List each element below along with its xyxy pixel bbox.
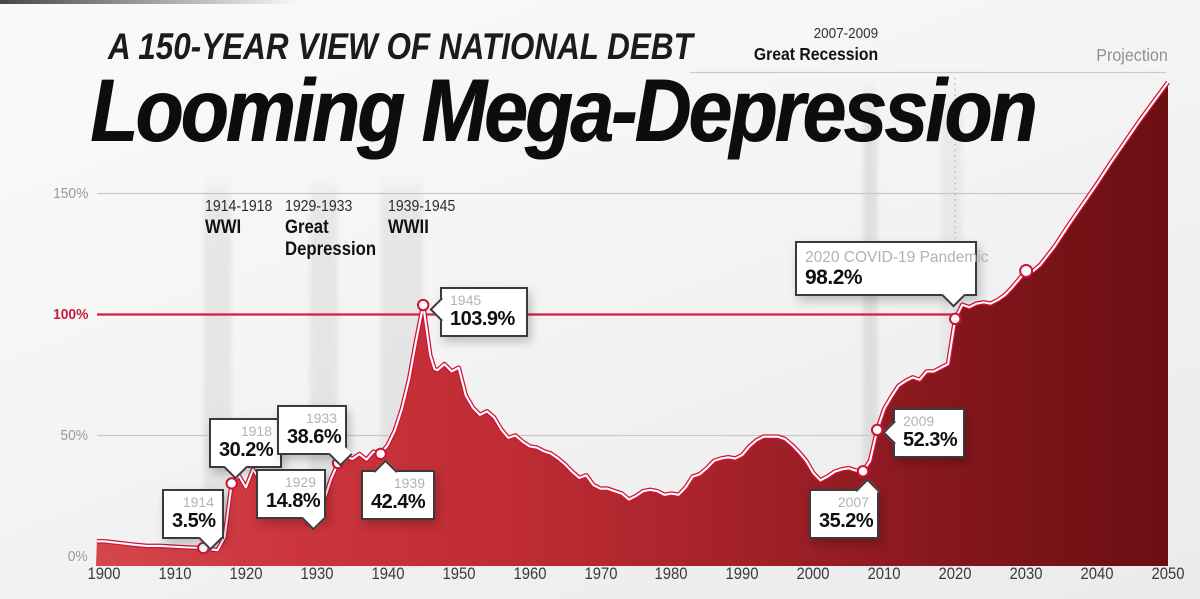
callout-year: 1939 xyxy=(393,475,425,491)
chart-kicker: A 150-YEAR VIEW OF NATIONAL DEBT xyxy=(108,26,693,67)
data-point-2030 xyxy=(1019,263,1034,278)
callout-1929: 1929 14.8% xyxy=(256,469,326,531)
event-name: WWI xyxy=(205,217,242,238)
chart-title: Looming Mega-Depression xyxy=(90,60,1037,160)
callout-year: 1918 xyxy=(240,423,272,439)
callout-value: 30.2% xyxy=(219,439,274,462)
callout-1933: 1933 38.6% xyxy=(277,405,353,467)
x-tick-2000: 2000 xyxy=(796,565,830,583)
callout-value: 3.5% xyxy=(172,510,216,533)
callout-year: 2020 COVID-19 Pandemic xyxy=(805,249,989,266)
event-period: 1939-1945 xyxy=(388,198,456,215)
x-tick-1990: 1990 xyxy=(725,565,759,583)
callout-2007: 2007 35.2% xyxy=(809,477,880,540)
callout-1939: 1939 42.4% xyxy=(361,458,435,521)
event-name: Depression xyxy=(285,239,377,261)
callout-year: 2007 xyxy=(837,494,869,510)
event-period: 1929-1933 xyxy=(285,198,353,215)
callout-year: 2009 xyxy=(903,413,935,429)
callout-value: 52.3% xyxy=(903,429,958,452)
data-point-2020 xyxy=(949,312,962,326)
callout-year: 1914 xyxy=(182,494,214,510)
callout-value: 38.6% xyxy=(287,426,342,449)
callout-year: 1929 xyxy=(284,474,316,490)
x-tick-1960: 1960 xyxy=(513,565,547,583)
x-tick-1970: 1970 xyxy=(584,565,618,583)
x-tick-1910: 1910 xyxy=(158,565,192,583)
callout-year: 1933 xyxy=(305,410,337,426)
great-recession-label: Great Recession xyxy=(753,44,878,64)
event-name: Great xyxy=(285,217,329,238)
x-tick-1980: 1980 xyxy=(654,565,688,583)
data-point-2007 xyxy=(856,465,870,478)
event-label-wwii: 1939-1945 WWII xyxy=(388,198,465,238)
x-tick-1900: 1900 xyxy=(87,565,121,583)
callout-value: 42.4% xyxy=(371,491,426,514)
y-tick-50%: 50% xyxy=(60,426,88,444)
y-tick-100%: 100% xyxy=(52,305,88,323)
data-point-2009 xyxy=(870,423,884,437)
event-label-great-depression: 1929-1933 Great Depression xyxy=(285,198,388,260)
data-point-1939 xyxy=(374,447,387,461)
callout-value: 103.9% xyxy=(450,308,515,331)
callout-1914: 1914 3.5% xyxy=(162,489,224,551)
y-tick-0%: 0% xyxy=(68,547,88,565)
callout-value: 98.2% xyxy=(805,266,863,290)
x-tick-2020: 2020 xyxy=(938,565,972,583)
event-label-wwi: 1914-1918 WWI xyxy=(205,198,282,238)
callout-2020: 2020 COVID-19 Pandemic 98.2% xyxy=(795,241,989,308)
callout-1945: 1945 103.9% xyxy=(428,287,528,338)
x-tick-1920: 1920 xyxy=(229,565,263,583)
callout-2009: 2009 52.3% xyxy=(881,408,965,459)
great-recession-header: 2007-2009 Great Recession xyxy=(740,25,878,65)
top-edge-artifact xyxy=(0,0,300,4)
data-point-1918 xyxy=(225,477,238,490)
projection-label: Projection xyxy=(1096,45,1168,65)
great-recession-period: 2007-2009 xyxy=(813,25,878,42)
callout-1918: 1918 30.2% xyxy=(209,418,282,480)
x-tick-2050: 2050 xyxy=(1151,565,1185,583)
x-tick-2040: 2040 xyxy=(1080,565,1114,583)
x-tick-1950: 1950 xyxy=(442,565,476,583)
data-point-1945 xyxy=(417,298,430,312)
callout-value: 35.2% xyxy=(819,510,874,533)
y-tick-150%: 150% xyxy=(52,184,88,202)
callout-year: 1945 xyxy=(450,292,482,308)
callout-value: 14.8% xyxy=(266,490,321,513)
x-tick-2030: 2030 xyxy=(1009,565,1043,583)
x-tick-1940: 1940 xyxy=(371,565,405,583)
x-tick-2010: 2010 xyxy=(867,565,901,583)
event-period: 1914-1918 xyxy=(205,198,273,215)
event-name: WWII xyxy=(388,217,429,238)
x-tick-1930: 1930 xyxy=(300,565,334,583)
